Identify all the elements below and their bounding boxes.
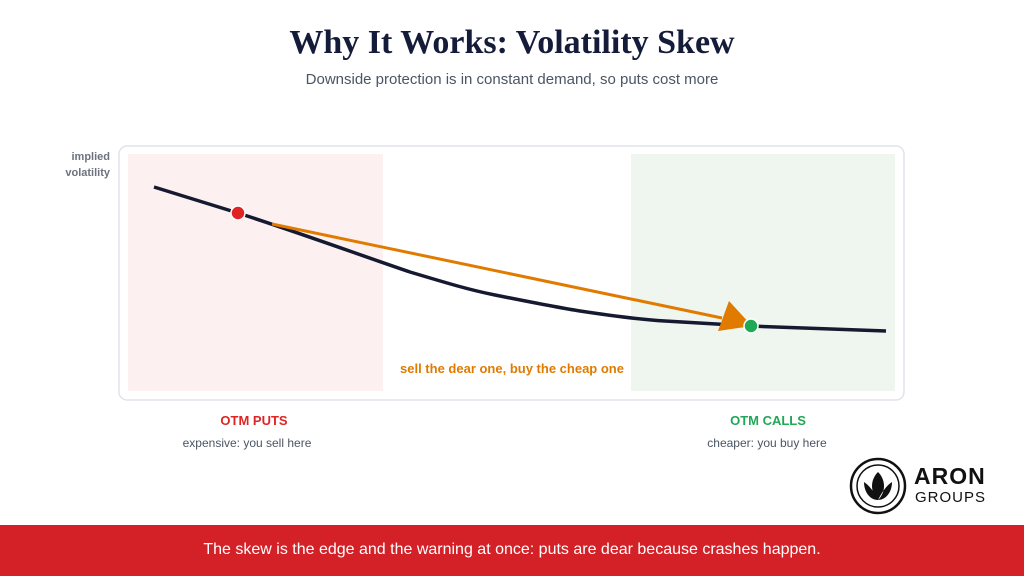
arrow-shaft	[271, 222, 723, 320]
logo-inner	[856, 464, 900, 508]
footer-text: The skew is the edge and the warning at …	[203, 541, 821, 558]
footer-bar: The skew is the edge and the warning at …	[0, 525, 1024, 576]
put-dot	[230, 205, 246, 221]
calls-zone	[631, 154, 895, 391]
arrow-label: sell the dear one, buy the cheap one	[400, 361, 624, 376]
y-axis-label: implied volatility	[65, 151, 110, 179]
call-dot	[743, 318, 759, 334]
zone-label: OTM PUTS	[220, 413, 288, 428]
zone-caption: expensive: you sell here	[182, 436, 312, 450]
subtitle: Downside protection is in constant deman…	[305, 71, 719, 88]
zone-label: OTM CALLS	[730, 413, 806, 428]
zone-caption: cheaper: you buy here	[707, 436, 827, 450]
skew-curve	[153, 185, 887, 333]
title: Why It Works: Volatility Skew	[289, 24, 735, 61]
arrow-head	[718, 301, 752, 331]
logo-leaf	[864, 472, 892, 500]
logo-tagline: GROUPS	[915, 489, 987, 506]
logo-name: ARON	[914, 463, 986, 489]
